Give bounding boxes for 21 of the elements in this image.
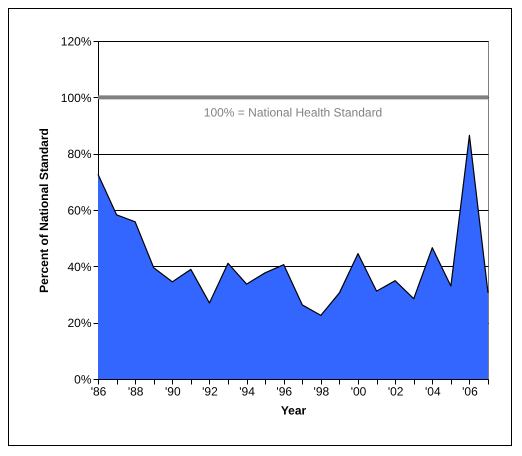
x-tick-label: '88 <box>128 384 144 398</box>
x-tick-label: '98 <box>314 384 330 398</box>
x-tick-label: '90 <box>164 384 181 398</box>
y-tick-label: 60% <box>67 204 92 218</box>
y-tick-label: 100% <box>60 90 92 105</box>
x-tick-label: '94 <box>239 384 256 398</box>
x-tick-label: '00 <box>350 384 367 398</box>
x-axis-title: Year <box>280 404 307 418</box>
x-tick-label: '86 <box>90 384 107 398</box>
y-tick-label: 120% <box>60 34 92 48</box>
x-tick-label: '96 <box>276 384 292 398</box>
y-tick-label: 40% <box>67 260 92 274</box>
x-tick-label: '06 <box>462 384 478 398</box>
x-tick-label: '92 <box>202 384 218 398</box>
y-axis-title: Percent of National Standard <box>36 128 51 293</box>
y-tick-label: 0% <box>74 372 92 386</box>
ref-line-label: 100% = National Health Standard <box>204 105 382 120</box>
y-tick-label: 80% <box>67 147 92 162</box>
x-tick-label: '04 <box>424 384 441 398</box>
x-tick-label: '02 <box>388 384 404 398</box>
y-tick-label: 20% <box>67 316 92 330</box>
